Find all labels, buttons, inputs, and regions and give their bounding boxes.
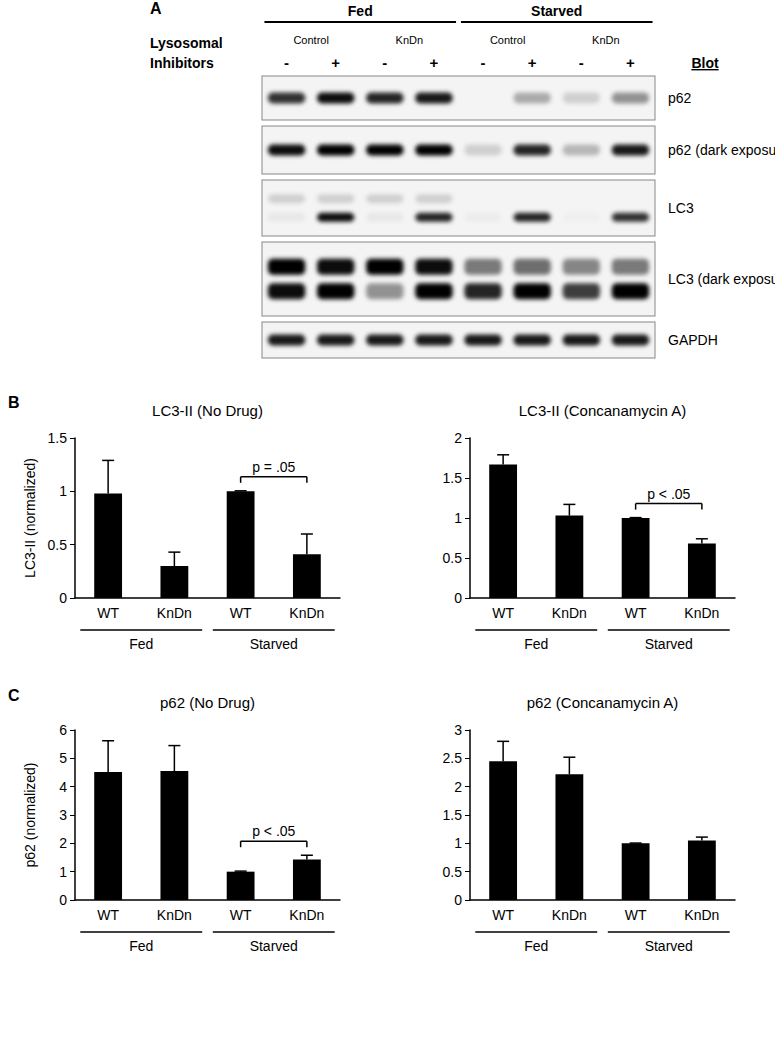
svg-text:1: 1: [454, 835, 462, 851]
svg-text:LC3-II (normalized): LC3-II (normalized): [22, 458, 38, 578]
svg-text:1.5: 1.5: [443, 807, 463, 823]
svg-text:-: -: [481, 54, 486, 71]
svg-text:KnDn: KnDn: [396, 34, 424, 46]
svg-text:p62 (No Drug): p62 (No Drug): [160, 694, 255, 711]
svg-text:0: 0: [454, 892, 462, 908]
svg-text:GAPDH: GAPDH: [668, 332, 718, 348]
svg-text:0: 0: [454, 590, 462, 606]
svg-text:WT: WT: [97, 907, 119, 923]
svg-text:KnDn: KnDn: [552, 605, 587, 621]
svg-text:p62 (dark exposure): p62 (dark exposure): [668, 142, 775, 158]
svg-text:KnDn: KnDn: [684, 605, 719, 621]
svg-text:-: -: [382, 54, 387, 71]
svg-text:WT: WT: [230, 605, 252, 621]
svg-text:LC3 (dark exposure): LC3 (dark exposure): [668, 271, 775, 287]
svg-text:WT: WT: [97, 605, 119, 621]
svg-text:Fed: Fed: [348, 3, 373, 19]
svg-text:Blot: Blot: [691, 55, 719, 71]
svg-text:-: -: [284, 54, 289, 71]
svg-text:p < .05: p < .05: [647, 486, 690, 502]
svg-text:p62 (normalized): p62 (normalized): [22, 762, 38, 867]
svg-text:+: +: [430, 54, 439, 71]
svg-text:1: 1: [454, 510, 462, 526]
svg-text:1.5: 1.5: [443, 470, 463, 486]
svg-text:-: -: [579, 54, 584, 71]
svg-text:p = .05: p = .05: [252, 459, 295, 475]
svg-text:WT: WT: [625, 605, 647, 621]
svg-text:1.5: 1.5: [48, 430, 68, 446]
svg-text:KnDn: KnDn: [157, 907, 192, 923]
svg-text:0: 0: [59, 590, 67, 606]
svg-text:Fed: Fed: [524, 636, 548, 652]
svg-text:0: 0: [59, 892, 67, 908]
svg-text:Control: Control: [293, 34, 328, 46]
svg-text:0.5: 0.5: [443, 550, 463, 566]
svg-text:LC3-II (No Drug): LC3-II (No Drug): [152, 402, 263, 419]
svg-text:WT: WT: [492, 907, 514, 923]
svg-text:p62: p62: [668, 90, 692, 106]
svg-text:+: +: [528, 54, 537, 71]
svg-text:Starved: Starved: [250, 636, 298, 652]
svg-text:Fed: Fed: [129, 938, 153, 954]
svg-text:WT: WT: [625, 907, 647, 923]
svg-text:3: 3: [59, 807, 67, 823]
svg-text:5: 5: [59, 750, 67, 766]
svg-text:Control: Control: [490, 34, 525, 46]
svg-text:B: B: [8, 394, 20, 411]
svg-text:4: 4: [59, 779, 67, 795]
svg-text:p62 (Concanamycin A): p62 (Concanamycin A): [527, 694, 679, 711]
svg-text:Starved: Starved: [531, 3, 582, 19]
svg-text:1: 1: [59, 864, 67, 880]
svg-text:Fed: Fed: [129, 636, 153, 652]
svg-text:WT: WT: [492, 605, 514, 621]
svg-text:C: C: [8, 687, 20, 704]
svg-text:LC3-II (Concanamycin A): LC3-II (Concanamycin A): [519, 402, 687, 419]
svg-text:6: 6: [59, 722, 67, 738]
svg-text:2: 2: [454, 779, 462, 795]
svg-text:2.5: 2.5: [443, 750, 463, 766]
svg-text:Starved: Starved: [250, 938, 298, 954]
svg-text:KnDn: KnDn: [289, 605, 324, 621]
svg-text:KnDn: KnDn: [289, 907, 324, 923]
svg-text:p < .05: p < .05: [252, 823, 295, 839]
svg-text:2: 2: [59, 835, 67, 851]
svg-text:2: 2: [454, 430, 462, 446]
svg-text:Lysosomal: Lysosomal: [150, 35, 223, 51]
svg-text:3: 3: [454, 722, 462, 738]
svg-text:Starved: Starved: [645, 938, 693, 954]
svg-text:1: 1: [59, 483, 67, 499]
svg-text:Fed: Fed: [524, 938, 548, 954]
svg-text:0.5: 0.5: [48, 537, 68, 553]
svg-text:KnDn: KnDn: [552, 907, 587, 923]
svg-text:Inhibitors: Inhibitors: [150, 55, 214, 71]
svg-text:WT: WT: [230, 907, 252, 923]
svg-text:+: +: [331, 54, 340, 71]
svg-text:A: A: [150, 0, 162, 17]
svg-text:0.5: 0.5: [443, 864, 463, 880]
svg-text:KnDn: KnDn: [157, 605, 192, 621]
svg-text:KnDn: KnDn: [592, 34, 620, 46]
svg-text:KnDn: KnDn: [684, 907, 719, 923]
svg-text:LC3: LC3: [668, 200, 694, 216]
svg-text:+: +: [626, 54, 635, 71]
svg-text:Starved: Starved: [645, 636, 693, 652]
